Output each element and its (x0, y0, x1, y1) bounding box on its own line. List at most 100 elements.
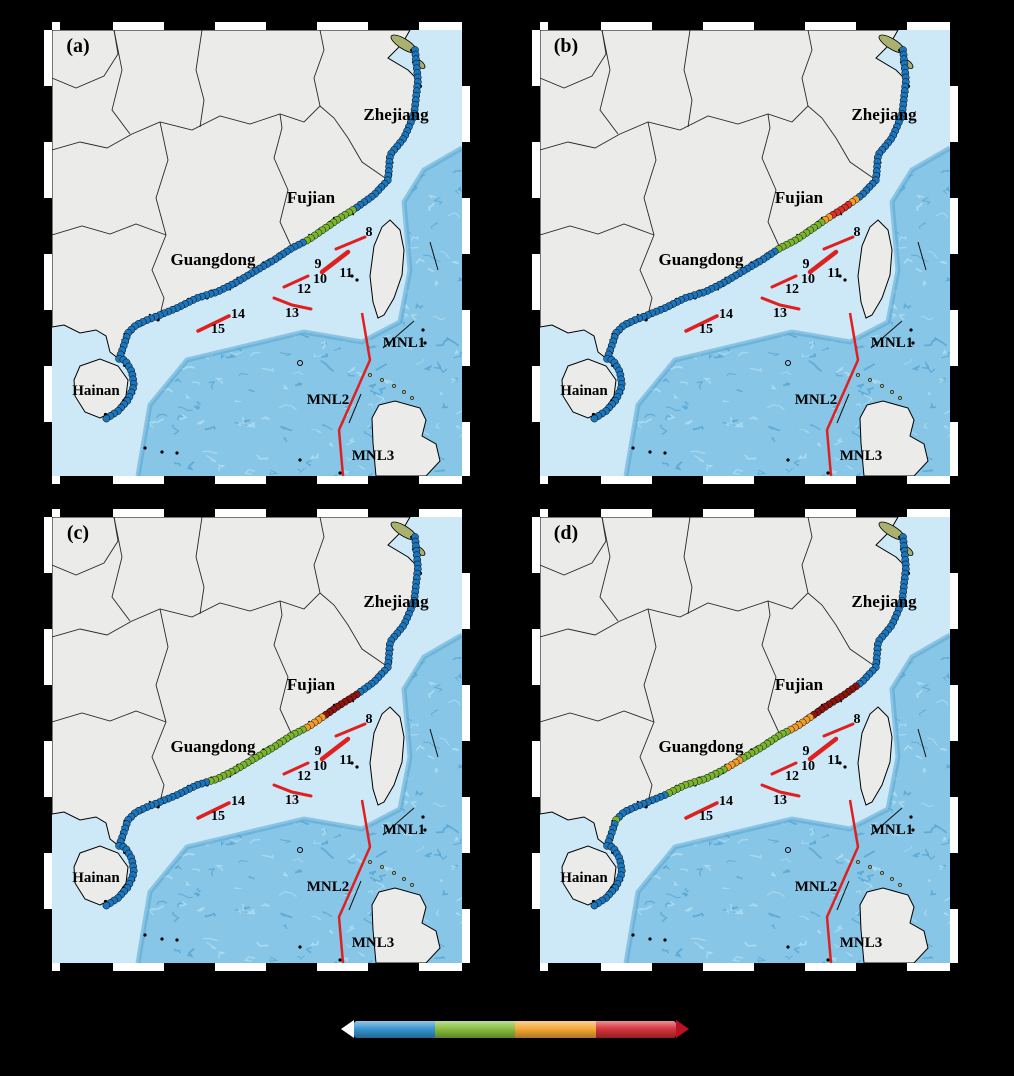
frame-corner (532, 509, 540, 517)
taiwan-island (369, 219, 405, 319)
label-guangdong: Guangdong (658, 737, 744, 756)
islet (898, 883, 902, 887)
label-mnl1: MNL1 (383, 335, 426, 351)
fault-13 (272, 783, 313, 798)
leader-line (382, 320, 415, 349)
label-fujian: Fujian (775, 188, 824, 207)
islet (786, 945, 790, 949)
islet (350, 761, 354, 765)
province-border (273, 600, 293, 736)
frame-corner (532, 963, 540, 971)
label-zhejiang: Zhejiang (363, 105, 429, 124)
islet (402, 877, 406, 881)
islet (838, 274, 842, 278)
islet (423, 828, 427, 832)
label-zhejiang: Zhejiang (363, 592, 429, 611)
label-mnl2: MNL2 (795, 392, 838, 408)
panel-letter-a: (a) (66, 35, 89, 57)
frame-bottom (52, 963, 462, 971)
label-fault-8: 8 (854, 225, 861, 240)
label-fault-11: 11 (339, 753, 352, 768)
province-border (319, 592, 389, 668)
islet (423, 341, 427, 345)
label-fault-12: 12 (297, 282, 311, 297)
islet (838, 761, 842, 765)
atoll-islet (785, 360, 791, 366)
label-mnl2: MNL2 (307, 879, 350, 895)
islet (380, 865, 384, 869)
fault-9 (807, 249, 839, 275)
label-fault-12: 12 (785, 282, 799, 297)
fault-12 (770, 274, 798, 289)
province-border (761, 600, 781, 736)
islet (880, 384, 884, 388)
province-border (52, 223, 167, 236)
islet (143, 933, 147, 937)
islet (843, 278, 847, 282)
province-border (683, 30, 693, 128)
label-fault-15: 15 (699, 809, 713, 824)
label-mnl1: MNL1 (871, 822, 914, 838)
label-fault-9: 9 (315, 257, 322, 272)
luzon-island (859, 887, 929, 963)
province-border (807, 592, 877, 668)
luzon-island (859, 400, 929, 476)
label-fault-14: 14 (719, 794, 733, 809)
label-mnl1: MNL1 (383, 822, 426, 838)
fault-8 (822, 722, 855, 738)
frame-corner (44, 476, 52, 484)
map-panel-b: Zhejiang Fujian Guangdong Hainan 8 9 10 11 12 13 1… (532, 22, 958, 484)
islet (350, 274, 354, 278)
luzon-island (371, 400, 441, 476)
fault-13 (760, 783, 801, 798)
fault-9 (319, 736, 351, 762)
frame-corner (44, 963, 52, 971)
frame-top (52, 22, 462, 30)
map-c-svg: Zhejiang Fujian Guangdong Hainan 8 910 11 12 13 1… (52, 517, 462, 963)
label-fault-11: 11 (827, 266, 840, 281)
shelf-edge (135, 145, 462, 476)
islet (631, 446, 635, 450)
label-fault-10: 10 (801, 272, 815, 287)
label-fault-14: 14 (231, 794, 245, 809)
label-mnl2: MNL2 (795, 879, 838, 895)
manila-trench-line (825, 799, 860, 963)
islet (856, 373, 860, 377)
islet (368, 373, 372, 377)
taiwan-island (857, 706, 893, 806)
islet (909, 328, 913, 332)
leader-line (836, 880, 850, 911)
fault-14-15 (684, 314, 719, 333)
islet (648, 937, 652, 941)
province-border (52, 30, 325, 151)
label-fault-11: 11 (827, 753, 840, 768)
islet (890, 877, 894, 881)
islet (355, 278, 359, 282)
islet (402, 390, 406, 394)
islet (160, 450, 164, 454)
label-guangdong: Guangdong (658, 250, 744, 269)
colorbar (341, 1020, 689, 1038)
label-mnl3: MNL3 (840, 935, 883, 951)
atoll-islet (785, 847, 791, 853)
label-fault-9: 9 (315, 744, 322, 759)
frame-top (540, 22, 950, 30)
frame-right (950, 517, 958, 963)
manila-trench-line (337, 312, 372, 476)
shelf-edge (135, 632, 462, 963)
islet (663, 451, 667, 455)
label-hainan: Hainan (560, 870, 608, 886)
atoll-islet (297, 847, 303, 853)
islet (298, 458, 302, 462)
colorbar-left-arrow-icon (341, 1020, 354, 1038)
label-fault-13: 13 (773, 306, 787, 321)
label-fujian: Fujian (287, 675, 336, 694)
islet (410, 883, 414, 887)
islet (160, 937, 164, 941)
manila-trench-line (337, 799, 372, 963)
islet (911, 341, 915, 345)
province-border (52, 30, 119, 89)
islet (648, 450, 652, 454)
map-panel-d: Zhejiang Fujian Guangdong Hainan 8 9 10 11 12 13 1… (532, 509, 958, 971)
label-zhejiang: Zhejiang (851, 105, 917, 124)
